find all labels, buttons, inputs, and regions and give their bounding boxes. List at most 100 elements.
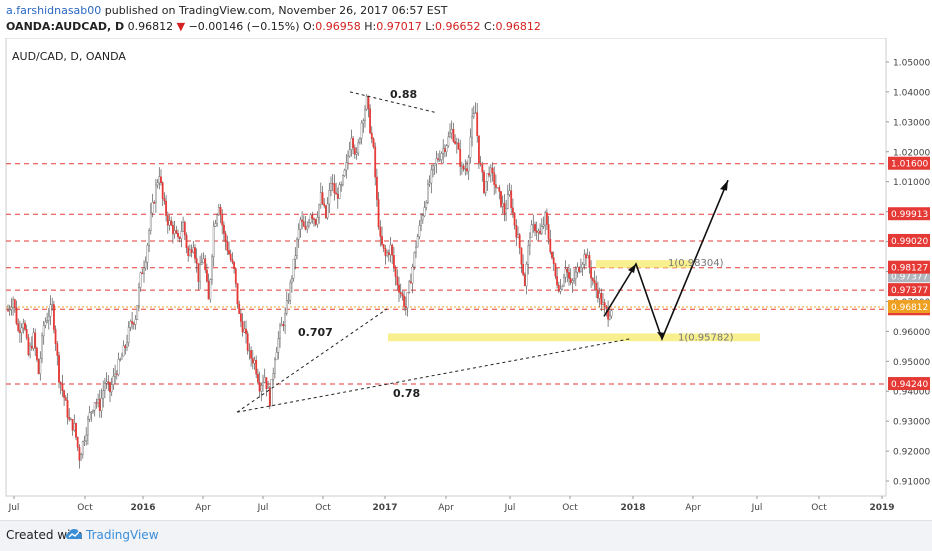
- author-link[interactable]: a.farshidnasab00: [6, 4, 102, 17]
- candle: [330, 176, 332, 197]
- candle-body: [80, 454, 83, 461]
- candle: [289, 279, 292, 305]
- candle: [105, 372, 108, 389]
- candle: [573, 268, 576, 285]
- candle-body: [294, 255, 297, 260]
- candle-body: [399, 292, 402, 294]
- projection-path[interactable]: [603, 179, 729, 342]
- price-tag-bg: [888, 300, 930, 314]
- candle: [403, 290, 405, 311]
- candle-body: [282, 324, 285, 327]
- open-label: O:: [303, 20, 316, 33]
- candle-body: [107, 381, 110, 383]
- candle-body: [66, 400, 69, 418]
- candle-body: [411, 266, 414, 284]
- candle-body: [554, 263, 557, 277]
- candle: [144, 256, 147, 271]
- candle: [216, 213, 218, 227]
- candle-body: [393, 255, 395, 268]
- candle-body: [523, 274, 526, 287]
- candle-body: [566, 269, 569, 273]
- candle-body: [309, 214, 312, 224]
- candle-body: [525, 264, 528, 287]
- candle-body: [68, 417, 71, 420]
- fib-line[interactable]: [236, 308, 388, 413]
- candle-body: [17, 323, 20, 331]
- publish-info: a.farshidnasab00 published on TradingVie…: [6, 4, 447, 17]
- candle-body: [500, 191, 502, 207]
- candle: [539, 223, 542, 235]
- candle-body: [510, 190, 513, 209]
- price-chart[interactable]: AUD/CAD, D, OANDA 0.88 0.707 0.78 1(0.98304…: [0, 38, 932, 518]
- candle-body: [143, 267, 145, 275]
- candle: [120, 352, 123, 360]
- candle-body: [440, 153, 443, 160]
- candle: [297, 223, 300, 248]
- candle-body: [112, 376, 115, 385]
- candle: [454, 134, 456, 145]
- candle-body: [348, 149, 351, 157]
- candle-body: [401, 293, 404, 297]
- candle-body: [493, 172, 496, 185]
- candle: [291, 275, 293, 293]
- candle-body: [187, 247, 190, 256]
- candle-body: [518, 234, 521, 249]
- candle: [608, 309, 611, 321]
- candle-body: [498, 187, 501, 192]
- candle-body: [413, 252, 416, 268]
- target-zone-lower[interactable]: [388, 333, 760, 342]
- candle: [583, 249, 586, 270]
- candle-body: [347, 155, 349, 163]
- target-zone-upper[interactable]: [596, 260, 692, 268]
- candle-body: [27, 337, 30, 355]
- candle: [160, 169, 162, 186]
- candle: [421, 213, 424, 224]
- fib-line[interactable]: [349, 91, 438, 114]
- tradingview-brand-link[interactable]: TradingView: [86, 528, 159, 542]
- candle: [498, 184, 501, 200]
- candle-body: [153, 202, 156, 204]
- candle: [284, 307, 286, 334]
- publish-text: published on TradingView.com, November 2…: [104, 4, 448, 17]
- candle: [22, 318, 25, 334]
- candle-body: [71, 419, 74, 431]
- candle: [149, 203, 152, 235]
- price-tag-bg: [888, 260, 930, 274]
- candle-body: [287, 300, 290, 302]
- candle: [37, 358, 40, 375]
- candle: [200, 253, 203, 265]
- candle: [318, 203, 320, 224]
- candle: [15, 300, 18, 326]
- candle-body: [234, 268, 237, 284]
- candle-body: [180, 231, 183, 239]
- candle-body: [574, 271, 577, 280]
- candle-body: [226, 241, 229, 251]
- y-tick-label: 0.96000: [893, 328, 930, 338]
- fib-ratio-label: 0.88: [390, 88, 417, 101]
- candle: [168, 215, 171, 231]
- candle: [24, 320, 26, 332]
- fib-line[interactable]: [236, 338, 631, 413]
- candle-body: [156, 182, 159, 186]
- candle-body: [122, 345, 125, 357]
- candle: [554, 262, 557, 280]
- candle-body: [49, 304, 52, 317]
- candle: [603, 298, 606, 314]
- candle: [416, 233, 419, 248]
- candle-body: [557, 285, 560, 292]
- candle: [267, 380, 269, 389]
- candle: [508, 182, 511, 197]
- candle: [401, 290, 404, 301]
- candle-body: [529, 237, 531, 247]
- candle-body: [435, 158, 438, 164]
- x-tick-label: Apr: [685, 503, 701, 513]
- candle: [347, 150, 349, 170]
- candle: [51, 297, 54, 311]
- candle: [141, 268, 144, 275]
- candle-body: [245, 328, 247, 334]
- candle-body: [603, 302, 606, 307]
- candle-body: [267, 387, 269, 389]
- arrowhead-icon: [657, 331, 665, 339]
- candle: [29, 342, 31, 359]
- candle: [474, 102, 477, 114]
